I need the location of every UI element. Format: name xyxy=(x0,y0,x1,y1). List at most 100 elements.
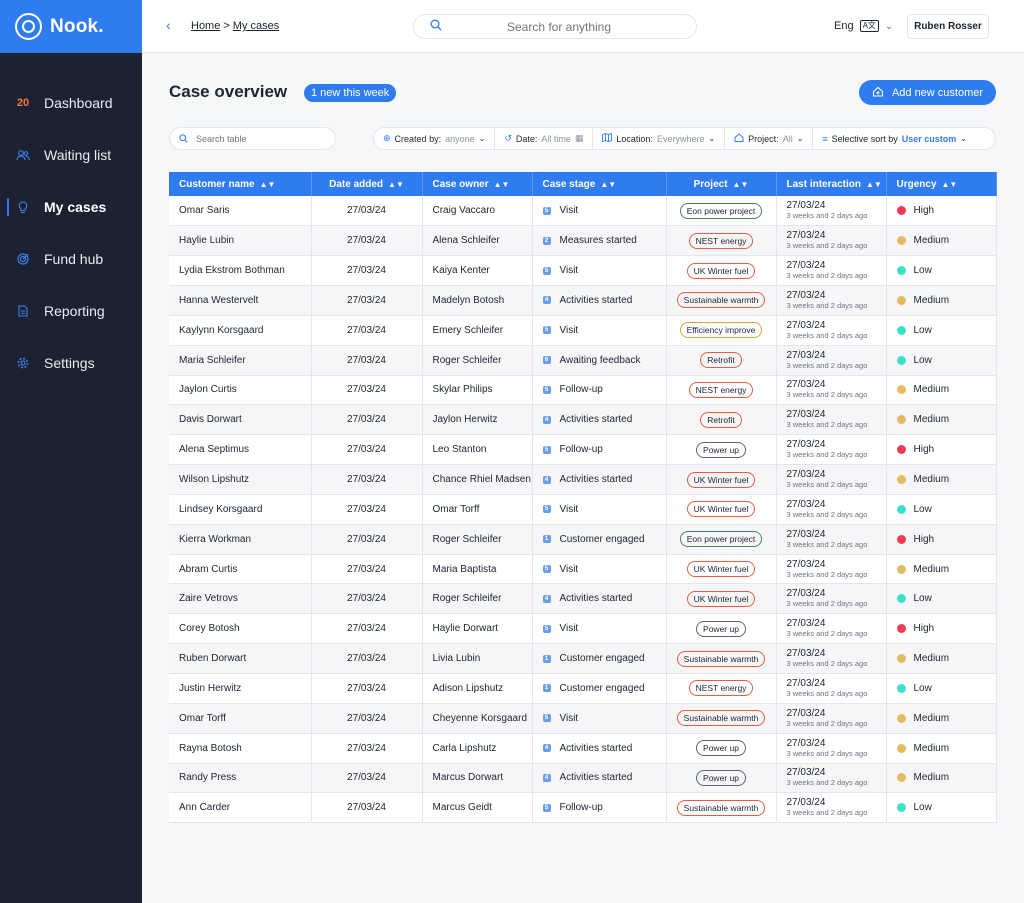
filter-location[interactable]: Location: Everywhere ⌄ xyxy=(593,128,726,149)
sidebar-item-fund-hub[interactable]: Fund hub xyxy=(0,233,142,285)
last-interaction-relative: 3 weeks and 2 days ago xyxy=(786,300,868,310)
sidebar-item-reporting[interactable]: Reporting xyxy=(0,285,142,337)
project-tag[interactable]: Retrofit xyxy=(700,352,742,369)
language-selector[interactable]: Eng A文 ⌄ xyxy=(834,20,893,32)
table-row[interactable]: Justin Herwitz 27/03/24 Adison Lipshutz 1 Cu… xyxy=(169,673,997,704)
cell-case-owner: Chance Rhiel Madsen xyxy=(422,464,533,495)
filter-sort[interactable]: ≡ Selective sort by User custom ⌄ xyxy=(813,128,976,149)
column-header-case-owner[interactable]: Case owner ▲▼ xyxy=(422,172,533,196)
stage-number-badge: 4 xyxy=(542,475,551,484)
table-row[interactable]: Corey Botosh 27/03/24 Haylie Dorwart 5 Visit… xyxy=(169,613,997,645)
table-row[interactable]: Zaire Vetrovs 27/03/24 Roger Schleifer 4 Act… xyxy=(169,583,997,615)
table-row[interactable]: Kierra Workman 27/03/24 Roger Schleifer 1 Cu… xyxy=(169,524,997,555)
table-row[interactable]: Jaylon Curtis 27/03/24 Skylar Philips 5 Foll… xyxy=(169,375,997,406)
search-icon xyxy=(179,130,188,148)
project-tag[interactable]: NEST energy xyxy=(688,680,754,697)
global-search[interactable] xyxy=(413,14,697,39)
table-search[interactable] xyxy=(169,127,336,150)
last-interaction-relative: 3 weeks and 2 days ago xyxy=(786,390,868,400)
project-tag[interactable]: Retrofit xyxy=(700,411,742,428)
sidebar-item-dashboard[interactable]: 20 Dashboard xyxy=(0,77,142,129)
cell-project: Sustainable warmth xyxy=(666,285,777,316)
table-row[interactable]: Omar Torff 27/03/24 Cheyenne Korsgaard 5 Vis… xyxy=(169,703,997,734)
column-header-project[interactable]: Project ▲▼ xyxy=(666,172,777,196)
project-tag[interactable]: Power up xyxy=(696,740,746,757)
project-tag[interactable]: Sustainable warmth xyxy=(676,799,766,816)
back-arrow-icon[interactable]: ‹ xyxy=(166,17,171,33)
column-header-date-added[interactable]: Date added ▲▼ xyxy=(311,172,423,196)
last-interaction-relative: 3 weeks and 2 days ago xyxy=(786,271,868,281)
table-row[interactable]: Kaylynn Korsgaard 27/03/24 Emery Schleifer… xyxy=(169,315,997,346)
last-interaction-date: 27/03/24 xyxy=(786,707,826,719)
project-tag[interactable]: UK Winter fuel xyxy=(686,561,756,578)
table-row[interactable]: Omar Saris 27/03/24 Craig Vaccaro 5 Visit Eon… xyxy=(169,196,997,227)
breadcrumb-current[interactable]: My cases xyxy=(232,20,280,32)
project-tag[interactable]: UK Winter fuel xyxy=(686,501,756,518)
project-tag[interactable]: NEST energy xyxy=(688,232,754,249)
filter-label: Date: xyxy=(515,133,538,144)
sidebar-item-my-cases[interactable]: My cases xyxy=(0,181,142,233)
stage-number-badge: 5 xyxy=(542,206,551,215)
table-row[interactable]: Alena Septimus 27/03/24 Leo Stanton 5 Follow… xyxy=(169,434,997,466)
user-menu-button[interactable]: Ruben Rosser xyxy=(907,14,989,39)
table-row[interactable]: Ann Carder 27/03/24 Marcus Geidt 5 Follow-up… xyxy=(169,792,997,824)
project-tag[interactable]: Power up xyxy=(696,441,746,458)
column-header-case-stage[interactable]: Case stage ▲▼ xyxy=(532,172,667,196)
table-row[interactable]: Ruben Dorwart 27/03/24 Livia Lubin 1 Custome… xyxy=(169,643,997,674)
table-row[interactable]: Randy Press 27/03/24 Marcus Dorwart 4 Activi… xyxy=(169,763,997,794)
cell-case-stage: 5 Visit xyxy=(532,196,667,227)
cell-urgency: Medium xyxy=(886,733,997,764)
filter-project[interactable]: Project: All ⌄ xyxy=(725,128,814,149)
sort-icon: ▲▼ xyxy=(865,179,882,189)
table-search-input[interactable] xyxy=(196,133,313,144)
project-tag[interactable]: Sustainable warmth xyxy=(676,710,766,727)
table-row[interactable]: Lindsey Korsgaard 27/03/24 Omar Torff 5 Visi… xyxy=(169,494,997,525)
project-tag[interactable]: Power up xyxy=(696,620,746,637)
table-row[interactable]: Wilson Lipshutz 27/03/24 Chance Rhiel Mads… xyxy=(169,464,997,495)
project-tag[interactable]: UK Winter fuel xyxy=(686,590,756,607)
cell-last-interaction: 27/03/24 3 weeks and 2 days ago xyxy=(776,763,887,794)
column-header-last-interaction[interactable]: Last interaction ▲▼ xyxy=(776,172,887,196)
search-input[interactable] xyxy=(442,19,696,34)
sidebar-item-waiting-list[interactable]: Waiting list xyxy=(0,129,142,181)
cell-last-interaction: 27/03/24 3 weeks and 2 days ago xyxy=(776,225,887,257)
filter-date[interactable]: ↺ Date: All time ▦ xyxy=(495,128,594,149)
table-row[interactable]: Haylie Lubin 27/03/24 Alena Schleifer 2 Meas… xyxy=(169,225,997,257)
project-tag[interactable]: Efficiency improve xyxy=(679,322,763,339)
last-interaction-relative: 3 weeks and 2 days ago xyxy=(786,748,868,758)
sidebar-item-settings[interactable]: Settings xyxy=(0,337,142,389)
project-tag[interactable]: Eon power project xyxy=(679,531,763,548)
urgency-dot-icon xyxy=(896,504,906,514)
add-customer-button[interactable]: Add new customer xyxy=(859,80,996,105)
project-tag[interactable]: Sustainable warmth xyxy=(676,292,766,309)
column-header-customer-name[interactable]: Customer name ▲▼ xyxy=(169,172,312,196)
urgency-label: Medium xyxy=(913,653,950,665)
table-row[interactable]: Hanna Westervelt 27/03/24 Madelyn Botosh 4 A… xyxy=(169,285,997,316)
breadcrumb-home[interactable]: Home xyxy=(191,20,221,32)
table-row[interactable]: Rayna Botosh 27/03/24 Carla Lipshutz 4 Activ… xyxy=(169,733,997,764)
project-tag[interactable]: UK Winter fuel xyxy=(686,262,756,279)
column-header-urgency[interactable]: Urgency ▲▼ xyxy=(886,172,997,196)
table-row[interactable]: Maria Schleifer 27/03/24 Roger Schleifer 6 A… xyxy=(169,345,997,376)
cell-case-stage: 4 Activities started xyxy=(532,583,667,615)
cell-project: UK Winter fuel xyxy=(666,464,777,495)
table-row[interactable]: Lydia Ekstrom Bothman 27/03/24 Kaiya Kente… xyxy=(169,255,997,287)
target-icon xyxy=(16,253,30,265)
project-tag[interactable]: UK Winter fuel xyxy=(686,471,756,488)
project-tag[interactable]: NEST energy xyxy=(688,381,754,398)
filter-created-by[interactable]: ⊕ Created by: anyone ⌄ xyxy=(374,128,496,149)
project-tag[interactable]: Power up xyxy=(696,769,746,786)
project-tag[interactable]: Eon power project xyxy=(679,202,763,219)
brand[interactable]: Nook. xyxy=(0,0,142,53)
sidebar-item-label: Waiting list xyxy=(44,147,112,163)
stage-wrap: 4 Activities started xyxy=(542,772,666,783)
stage-number-badge: 6 xyxy=(542,356,551,365)
table-row[interactable]: Davis Dorwart 27/03/24 Jaylon Herwitz 4 Acti… xyxy=(169,404,997,436)
project-tag[interactable]: Sustainable warmth xyxy=(676,650,766,667)
cell-urgency: Low xyxy=(886,255,997,287)
last-interaction-date: 27/03/24 xyxy=(786,349,826,361)
table-row[interactable]: Abram Curtis 27/03/24 Maria Baptista 5 Visit… xyxy=(169,554,997,585)
cell-date-added: 27/03/24 xyxy=(311,315,423,346)
cell-case-owner: Livia Lubin xyxy=(422,643,533,674)
urgency-wrap: High xyxy=(896,444,996,455)
